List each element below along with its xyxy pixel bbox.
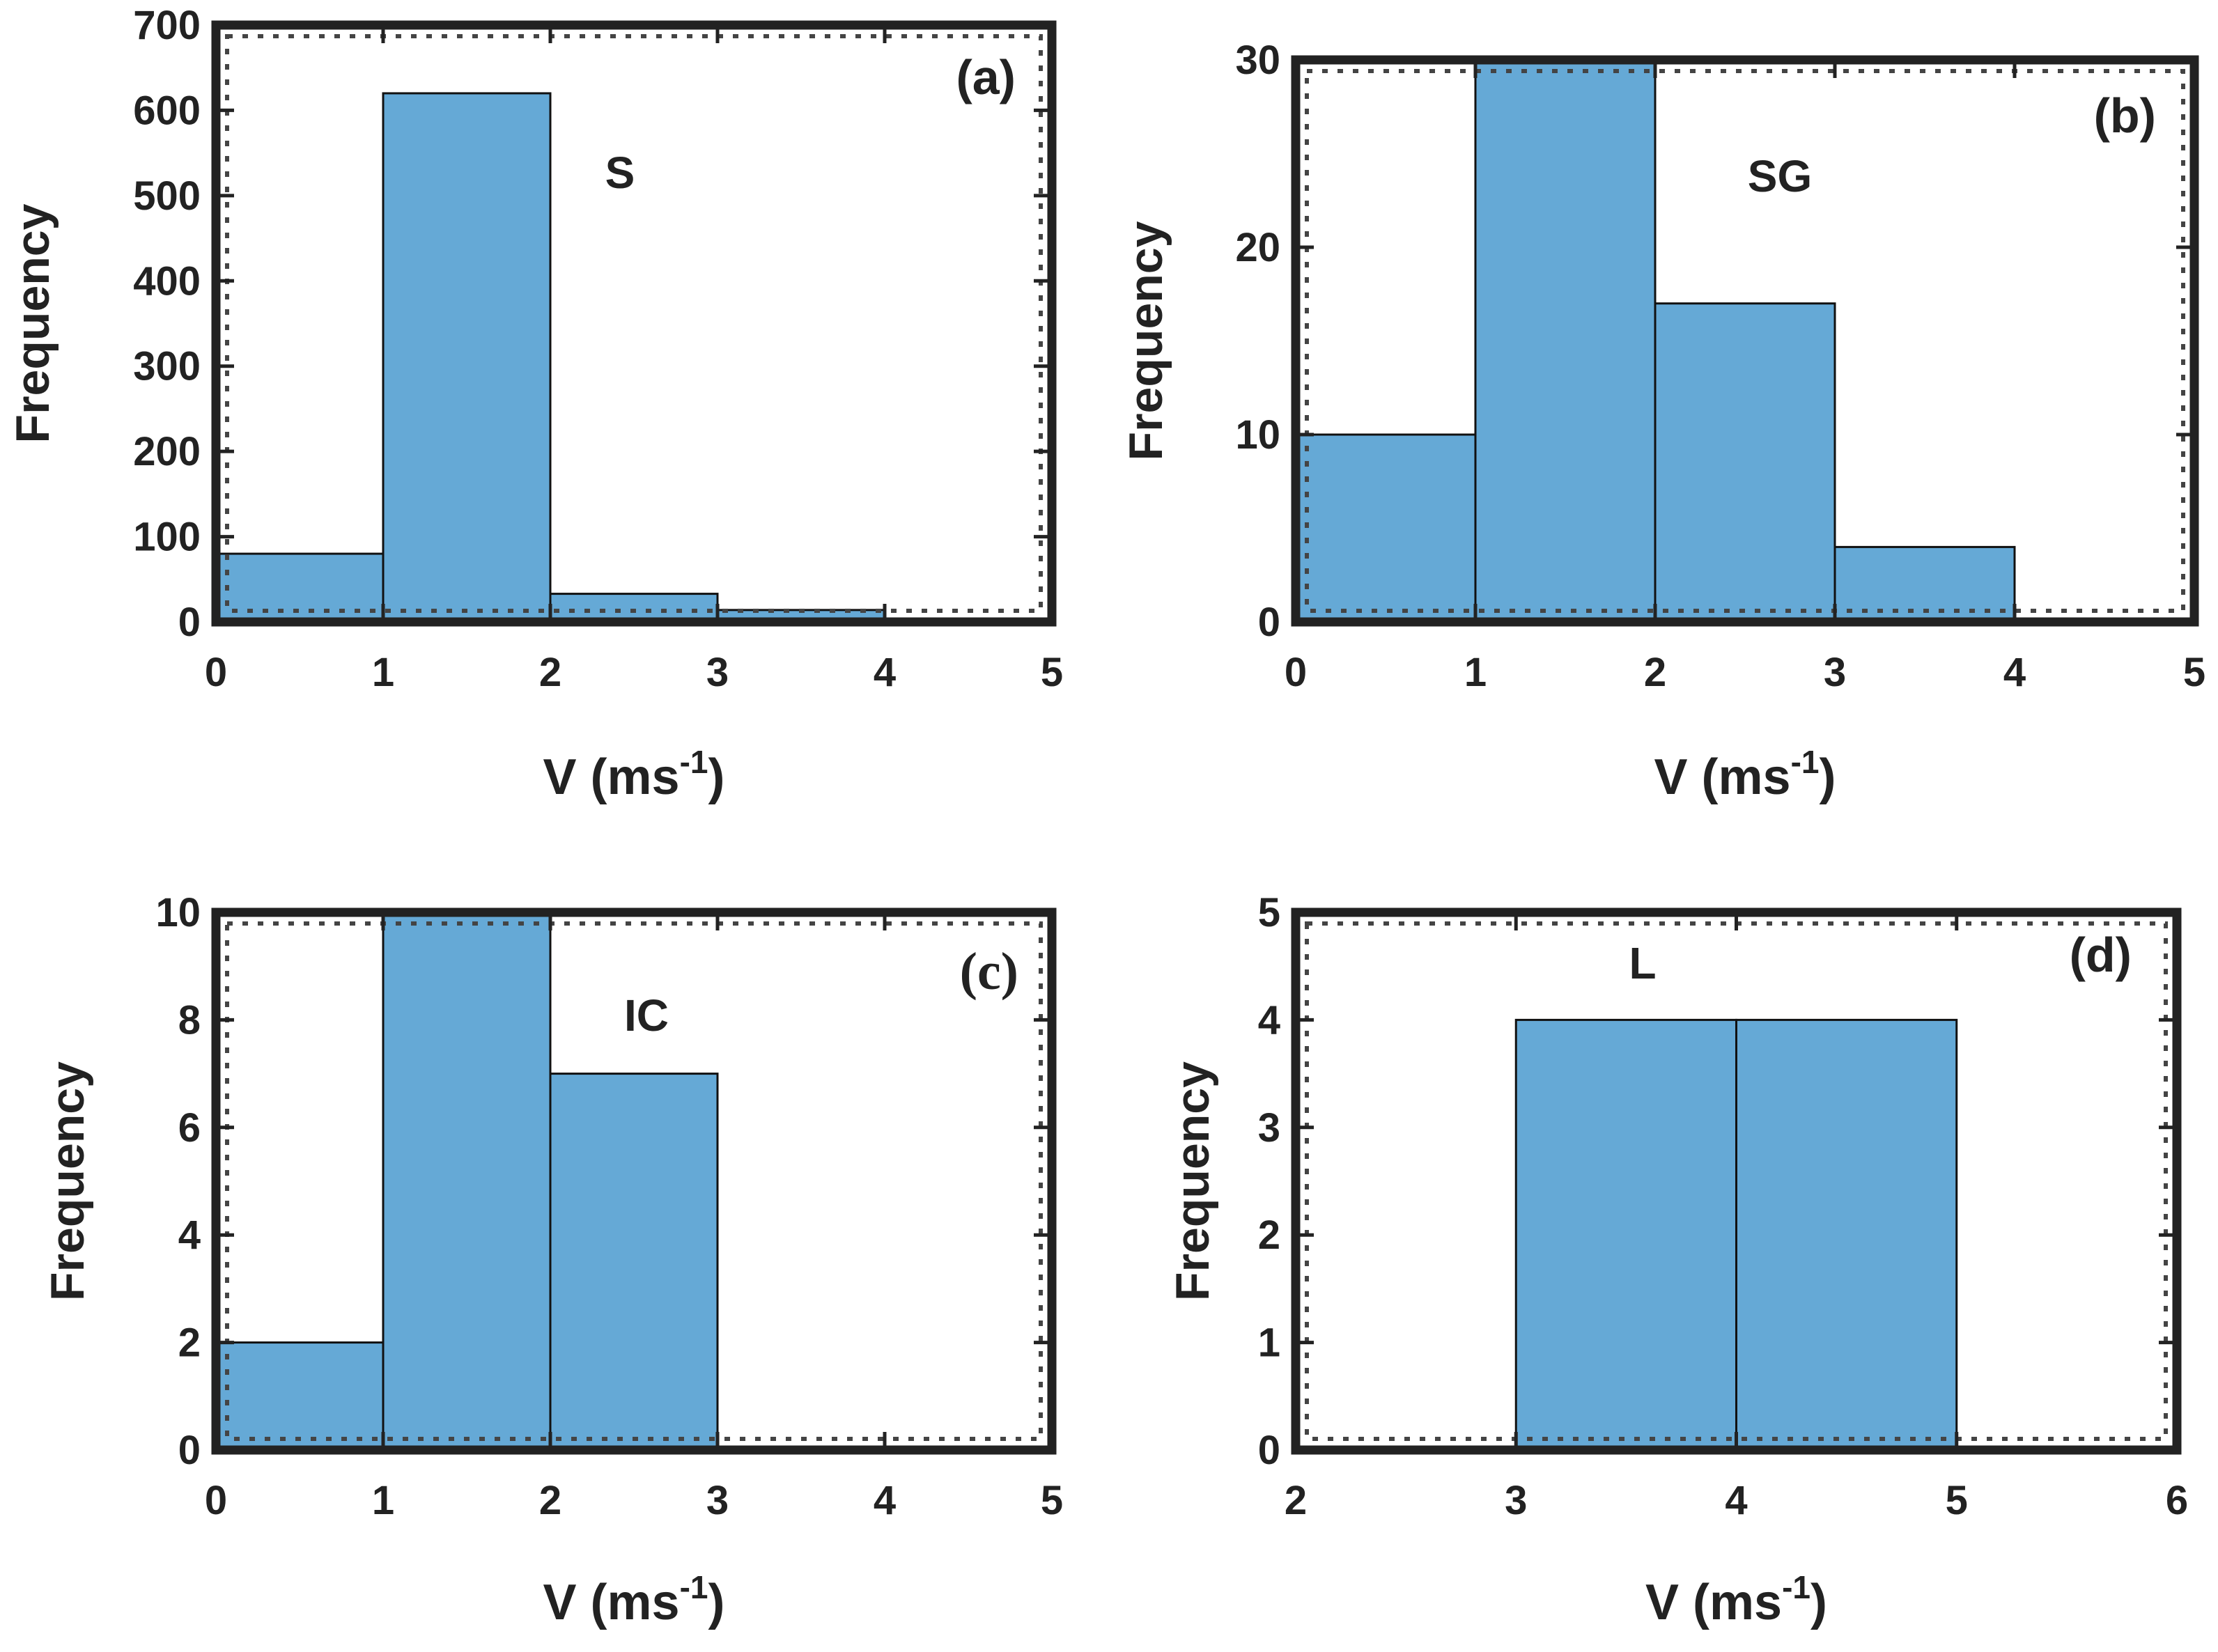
x-tick-label: 4 bbox=[874, 1478, 896, 1523]
x-tick-label: 3 bbox=[1505, 1478, 1527, 1523]
panel-label: (d) bbox=[2070, 928, 2132, 982]
y-axis-label: Frequency bbox=[41, 1061, 94, 1301]
x-tick-label: 4 bbox=[2003, 650, 2026, 695]
bar-1-2 bbox=[382, 911, 552, 1451]
y-tick-label: 0 bbox=[178, 1428, 201, 1473]
x-tick-label: 5 bbox=[1041, 650, 1063, 695]
bar-3-4 bbox=[1514, 1018, 1737, 1451]
minor-tick-border bbox=[225, 921, 1043, 1441]
x-tick-label: 3 bbox=[706, 1478, 729, 1523]
y-tick-label: 100 bbox=[133, 515, 201, 560]
bar-0-1 bbox=[215, 1341, 385, 1451]
regime-label: L bbox=[1629, 938, 1656, 988]
x-tick-label: 0 bbox=[205, 1478, 227, 1523]
x-tick-label: 6 bbox=[2166, 1478, 2188, 1523]
x-tick-label: 4 bbox=[874, 650, 896, 695]
x-axis-label: V (ms-1) bbox=[543, 1569, 725, 1630]
panel-c: 0 1 2 3 4 5 0 2 4 6 8 10 V (ms-1) Frequency IC (c) bbox=[41, 890, 1063, 1630]
x-tick-label: 2 bbox=[539, 1478, 561, 1523]
y-axis-label: Frequency bbox=[1119, 221, 1172, 460]
y-axis-label: Frequency bbox=[1166, 1061, 1219, 1301]
x-tick-label: 1 bbox=[372, 650, 394, 695]
y-tick-label: 5 bbox=[1258, 890, 1280, 935]
x-axis-label: V (ms-1) bbox=[1654, 744, 1836, 805]
x-tick-label: 3 bbox=[706, 650, 729, 695]
panel-label: (a) bbox=[956, 50, 1016, 104]
y-tick-label: 0 bbox=[1258, 600, 1280, 645]
y-tick-label: 2 bbox=[1258, 1213, 1280, 1258]
regime-label: IC bbox=[624, 990, 669, 1041]
y-tick-label: 4 bbox=[1258, 997, 1280, 1043]
y-tick-label: 8 bbox=[178, 997, 201, 1043]
axes-frame bbox=[211, 20, 1057, 627]
panel-d: 2 3 4 5 6 0 1 2 3 4 5 V (ms-1) Frequency L (d) bbox=[1166, 890, 2188, 1630]
y-tick-label: 0 bbox=[1258, 1428, 1280, 1473]
bar-1-2 bbox=[1474, 59, 1657, 623]
y-tick-label: 700 bbox=[133, 3, 201, 48]
x-tick-label: 0 bbox=[1285, 650, 1307, 695]
y-tick-label: 0 bbox=[178, 600, 201, 645]
axes-frame bbox=[1291, 55, 2199, 627]
y-tick-label: 20 bbox=[1235, 225, 1280, 270]
y-tick-label: 30 bbox=[1235, 38, 1280, 83]
bar-0-1 bbox=[1294, 433, 1477, 623]
y-tick-label: 300 bbox=[133, 344, 201, 389]
x-tick-label: 5 bbox=[2183, 650, 2205, 695]
regime-label: S bbox=[605, 148, 635, 198]
x-axis-label: V (ms-1) bbox=[543, 744, 725, 805]
y-tick-label: 3 bbox=[1258, 1105, 1280, 1151]
y-tick-label: 600 bbox=[133, 88, 201, 133]
x-tick-label: 2 bbox=[1644, 650, 1666, 695]
y-tick-label: 4 bbox=[178, 1213, 201, 1258]
y-tick-label: 6 bbox=[178, 1105, 201, 1151]
bar-2-3 bbox=[549, 1073, 719, 1451]
panel-a: 0 1 2 3 4 5 0 100 200 300 400 500 600 700 V (ms-1) Freq… bbox=[6, 3, 1063, 805]
x-tick-label: 5 bbox=[1041, 1478, 1063, 1523]
y-tick-label: 2 bbox=[178, 1320, 201, 1366]
panel-b: 0 1 2 3 4 5 0 10 20 30 V (ms-1) Frequency SG (b) bbox=[1119, 38, 2205, 805]
x-tick-label: 1 bbox=[372, 1478, 394, 1523]
bar-1-2 bbox=[382, 92, 552, 623]
y-axis-label: Frequency bbox=[6, 203, 59, 443]
x-tick-label: 2 bbox=[539, 650, 561, 695]
x-tick-label: 0 bbox=[205, 650, 227, 695]
y-tick-label: 500 bbox=[133, 173, 201, 219]
minor-tick-border bbox=[225, 34, 1043, 613]
bar-4-5 bbox=[1735, 1018, 1958, 1451]
x-axis-label: V (ms-1) bbox=[1645, 1569, 1827, 1630]
x-tick-label: 3 bbox=[1824, 650, 1846, 695]
axes-frame bbox=[211, 907, 1057, 1455]
x-tick-label: 1 bbox=[1464, 650, 1487, 695]
regime-label: SG bbox=[1748, 151, 1812, 201]
bar-2-3 bbox=[1654, 302, 1836, 623]
x-tick-label: 5 bbox=[1946, 1478, 1968, 1523]
x-tick-label: 2 bbox=[1285, 1478, 1307, 1523]
minor-tick-border bbox=[1305, 69, 2185, 613]
panel-label: (c) bbox=[960, 942, 1018, 1001]
y-tick-label: 400 bbox=[133, 258, 201, 304]
panel-label: (b) bbox=[2094, 88, 2156, 143]
y-tick-label: 1 bbox=[1258, 1320, 1280, 1366]
y-tick-label: 10 bbox=[155, 890, 201, 935]
x-tick-label: 4 bbox=[1725, 1478, 1747, 1523]
y-tick-label: 200 bbox=[133, 429, 201, 474]
y-tick-label: 10 bbox=[1235, 412, 1280, 458]
